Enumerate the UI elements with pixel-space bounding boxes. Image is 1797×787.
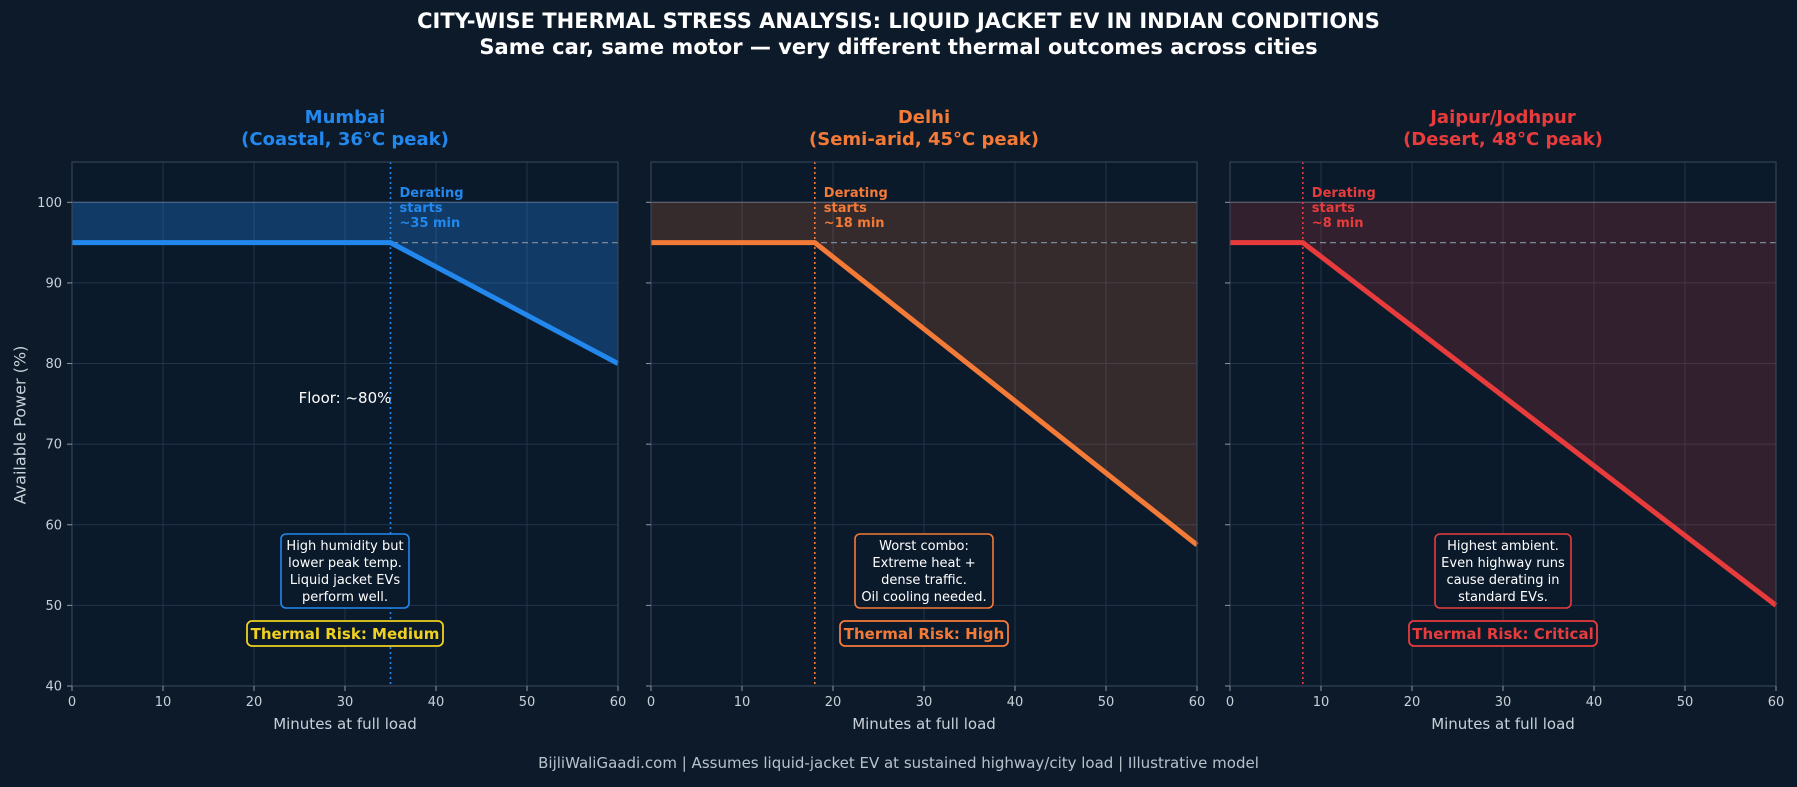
- derating-annotation: ~8 min: [1312, 216, 1364, 231]
- derating-annotation: Derating: [400, 186, 464, 201]
- y-tick-label: 100: [37, 196, 62, 211]
- info-box: [280, 533, 410, 609]
- x-tick-label: 10: [155, 695, 172, 710]
- derating-annotation: starts: [400, 201, 443, 216]
- info-box-text: standard EVs.: [1458, 590, 1548, 605]
- info-box: [1434, 533, 1572, 609]
- power-series-line: [1230, 240, 1778, 608]
- x-tick-label: 40: [428, 695, 445, 710]
- derating-annotation: ~35 min: [400, 216, 461, 231]
- x-tick-label: 10: [734, 695, 751, 710]
- risk-badge-label: Thermal Risk: Critical: [1412, 625, 1593, 643]
- derating-annotation: starts: [1312, 201, 1355, 216]
- panel-2: 0 10 20 30 40 50 60 Minutes at full load Delhi(S…: [646, 107, 1205, 733]
- chart-subtitle: Same car, same motor — very different th…: [479, 35, 1318, 59]
- x-tick-label: 60: [610, 695, 627, 710]
- power-series-line: [651, 240, 1199, 547]
- info-box-text: cause derating in: [1446, 573, 1559, 588]
- info-box-text: Even highway runs: [1441, 556, 1565, 571]
- panel-subtitle: (Semi-arid, 45°C peak): [809, 129, 1039, 150]
- x-tick-label: 20: [246, 695, 263, 710]
- panel-subtitle: (Coastal, 36°C peak): [241, 129, 449, 150]
- y-tick-label: 70: [45, 438, 62, 453]
- risk-badge: [839, 620, 1009, 647]
- x-tick-label: 50: [1098, 695, 1115, 710]
- y-tick-label: 50: [45, 599, 62, 614]
- panel-title: Jaipur/Jodhpur: [1428, 107, 1576, 128]
- x-tick-label: 60: [1768, 695, 1785, 710]
- y-tick-label: 60: [45, 518, 62, 533]
- chart-main-title: CITY-WISE THERMAL STRESS ANALYSIS: LIQUI…: [417, 9, 1380, 33]
- panel-title: Mumbai: [305, 107, 386, 128]
- derating-annotation: Derating: [1312, 186, 1376, 201]
- x-tick-label: 60: [1189, 695, 1206, 710]
- footer-note: BijliWaliGaadi.com | Assumes liquid-jack…: [538, 754, 1259, 772]
- x-tick-label: 40: [1007, 695, 1024, 710]
- x-axis-label: Minutes at full load: [852, 715, 996, 733]
- info-box-text: High humidity but: [286, 539, 403, 554]
- panel-1: 0 10 20 30 40 50 60 40 50 60 70 80 90 100 Minutes at f…: [37, 107, 626, 733]
- x-tick-label: 0: [647, 695, 655, 710]
- info-box-text: Extreme heat +: [872, 556, 975, 571]
- info-box-text: Worst combo:: [879, 539, 969, 554]
- x-axis-label: Minutes at full load: [273, 715, 417, 733]
- x-tick-label: 0: [68, 695, 76, 710]
- x-tick-label: 0: [1226, 695, 1234, 710]
- x-tick-label: 30: [337, 695, 354, 710]
- x-tick-label: 10: [1313, 695, 1330, 710]
- risk-badge: [246, 620, 444, 647]
- x-tick-label: 50: [1677, 695, 1694, 710]
- info-box-text: perform well.: [302, 590, 388, 605]
- risk-badge: [1408, 620, 1598, 647]
- derating-annotation: starts: [824, 201, 867, 216]
- x-tick-label: 40: [1586, 695, 1603, 710]
- derating-annotation: Derating: [824, 186, 888, 201]
- x-tick-label: 30: [916, 695, 933, 710]
- info-box-text: Highest ambient.: [1447, 539, 1559, 554]
- panel-subtitle: (Desert, 48°C peak): [1403, 129, 1603, 150]
- info-box-text: lower peak temp.: [288, 556, 402, 571]
- risk-badge-label: Thermal Risk: Medium: [251, 625, 440, 643]
- y-tick-label: 90: [45, 276, 62, 291]
- y-tick-label: 80: [45, 357, 62, 372]
- risk-badge-label: Thermal Risk: High: [844, 625, 1005, 643]
- x-tick-label: 20: [1404, 695, 1421, 710]
- derating-annotation: ~18 min: [824, 216, 885, 231]
- x-tick-label: 30: [1495, 695, 1512, 710]
- info-box-text: dense traffic.: [881, 573, 967, 588]
- y-tick-label: 40: [45, 680, 62, 695]
- info-box-text: Oil cooling needed.: [861, 590, 986, 605]
- power-series-line: [72, 240, 620, 366]
- info-box: [854, 533, 994, 609]
- floor-label: Floor: ~80%: [299, 389, 392, 407]
- panel-3: 0 10 20 30 40 50 60 Minutes at full load Jaipur/…: [1225, 107, 1784, 733]
- power-loss-area: [651, 202, 1197, 545]
- power-loss-area: [1230, 202, 1776, 606]
- info-box-text: Liquid jacket EVs: [290, 573, 400, 588]
- x-tick-label: 50: [519, 695, 536, 710]
- panel-title: Delhi: [898, 107, 950, 128]
- x-tick-label: 20: [825, 695, 842, 710]
- x-axis-label: Minutes at full load: [1431, 715, 1575, 733]
